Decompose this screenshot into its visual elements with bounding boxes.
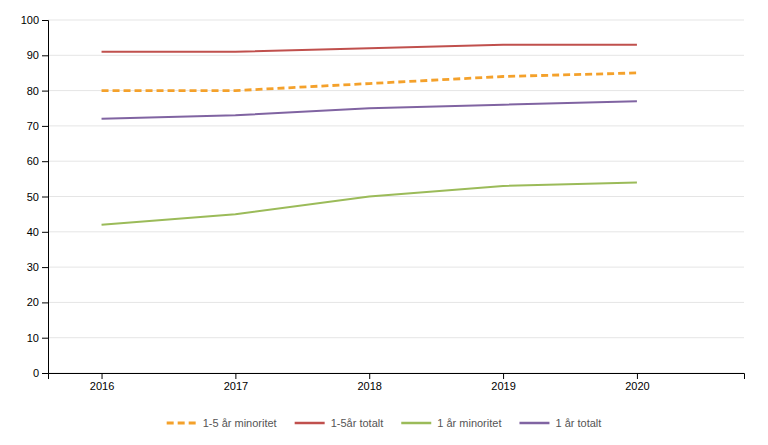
tick: 60: [27, 155, 48, 167]
tick-label: 70: [27, 120, 39, 132]
legend-item: 1 år minoritet: [401, 417, 501, 429]
grid-line: [48, 55, 744, 56]
grid-line: [48, 20, 744, 21]
series-line: [102, 73, 637, 91]
grid-line: [48, 337, 744, 338]
tick-label: 80: [27, 85, 39, 97]
grid-line: [48, 302, 744, 303]
tick-mark: [235, 373, 236, 379]
tick-label: 100: [21, 14, 39, 26]
tick-mark: [369, 373, 370, 379]
tick-mark: [42, 302, 48, 303]
tick-mark: [503, 373, 504, 379]
tick: 90: [27, 49, 48, 61]
series-line: [102, 182, 637, 224]
tick-mark: [42, 232, 48, 233]
grid-line: [48, 231, 744, 232]
tick-mark: [102, 373, 103, 379]
legend-swatch: [295, 422, 325, 425]
grid-line: [48, 196, 744, 197]
tick-label: 2020: [625, 380, 649, 392]
plot: 2016 2017 2018 2019 2020 0 10 20 30 40 50 60 70 80 90 1…: [21, 14, 745, 392]
tick-label: 30: [27, 261, 39, 273]
grid: [48, 20, 744, 373]
tick-mark: [42, 91, 48, 92]
tick: 2020: [625, 373, 649, 392]
legend-swatch: [167, 422, 197, 425]
tick-mark: [42, 126, 48, 127]
legend-swatch: [401, 422, 431, 425]
legend-label: 1-5år totalt: [331, 417, 384, 429]
tick: 80: [27, 85, 48, 97]
axis-line: [42, 21, 49, 374]
tick: 2016: [90, 373, 114, 392]
tick-label: 2018: [357, 380, 381, 392]
legend-item: 1 år totalt: [519, 417, 601, 429]
lines: [102, 45, 637, 225]
legend-label: 1 år totalt: [555, 417, 601, 429]
legend-swatch: [519, 422, 549, 425]
tick-label: 90: [27, 49, 39, 61]
tick-mark: [42, 20, 48, 21]
tick-label: 2019: [491, 380, 515, 392]
tick-mark: [42, 55, 48, 56]
tick-label: 50: [27, 191, 39, 203]
x-axis: 2016 2017 2018 2019 2020: [49, 373, 745, 392]
tick-mark: [637, 373, 638, 379]
tick: 0: [33, 367, 48, 379]
tick-mark: [42, 197, 48, 198]
series-line: [102, 101, 637, 119]
grid-line: [48, 161, 744, 162]
legend: 1-5 år minoritet 1-5år totalt 1 år minorit…: [167, 417, 602, 429]
tick-label: 20: [27, 296, 39, 308]
tick: 50: [27, 191, 48, 203]
tick-mark: [42, 338, 48, 339]
tick: 2017: [224, 373, 248, 392]
tick: 40: [27, 226, 48, 238]
grid-line: [48, 267, 744, 268]
tick: 30: [27, 261, 48, 273]
tick-label: 10: [27, 332, 39, 344]
chart: 2016 2017 2018 2019 2020 0 10 20 30 40 50 60 70 80 90 1…: [0, 0, 768, 445]
tick: 20: [27, 296, 48, 308]
tick-label: 40: [27, 226, 39, 238]
tick-label: 2017: [224, 380, 248, 392]
tick: 70: [27, 120, 48, 132]
grid-line: [48, 125, 744, 126]
tick-mark: [42, 373, 48, 374]
axis-line: [49, 374, 745, 380]
tick-label: 60: [27, 155, 39, 167]
legend-label: 1-5 år minoritet: [203, 417, 277, 429]
tick: 100: [21, 14, 48, 26]
legend-item: 1-5år totalt: [295, 417, 384, 429]
series-line: [102, 45, 637, 52]
legend-item: 1-5 år minoritet: [167, 417, 277, 429]
tick-mark: [42, 267, 48, 268]
legend-label: 1 år minoritet: [437, 417, 501, 429]
tick: 2019: [491, 373, 515, 392]
tick-mark: [42, 161, 48, 162]
tick: 2018: [357, 373, 381, 392]
y-axis: 0 10 20 30 40 50 60 70 80 90 100: [21, 14, 49, 379]
tick: 10: [27, 332, 48, 344]
tick-label: 2016: [90, 380, 114, 392]
tick-label: 0: [33, 367, 39, 379]
